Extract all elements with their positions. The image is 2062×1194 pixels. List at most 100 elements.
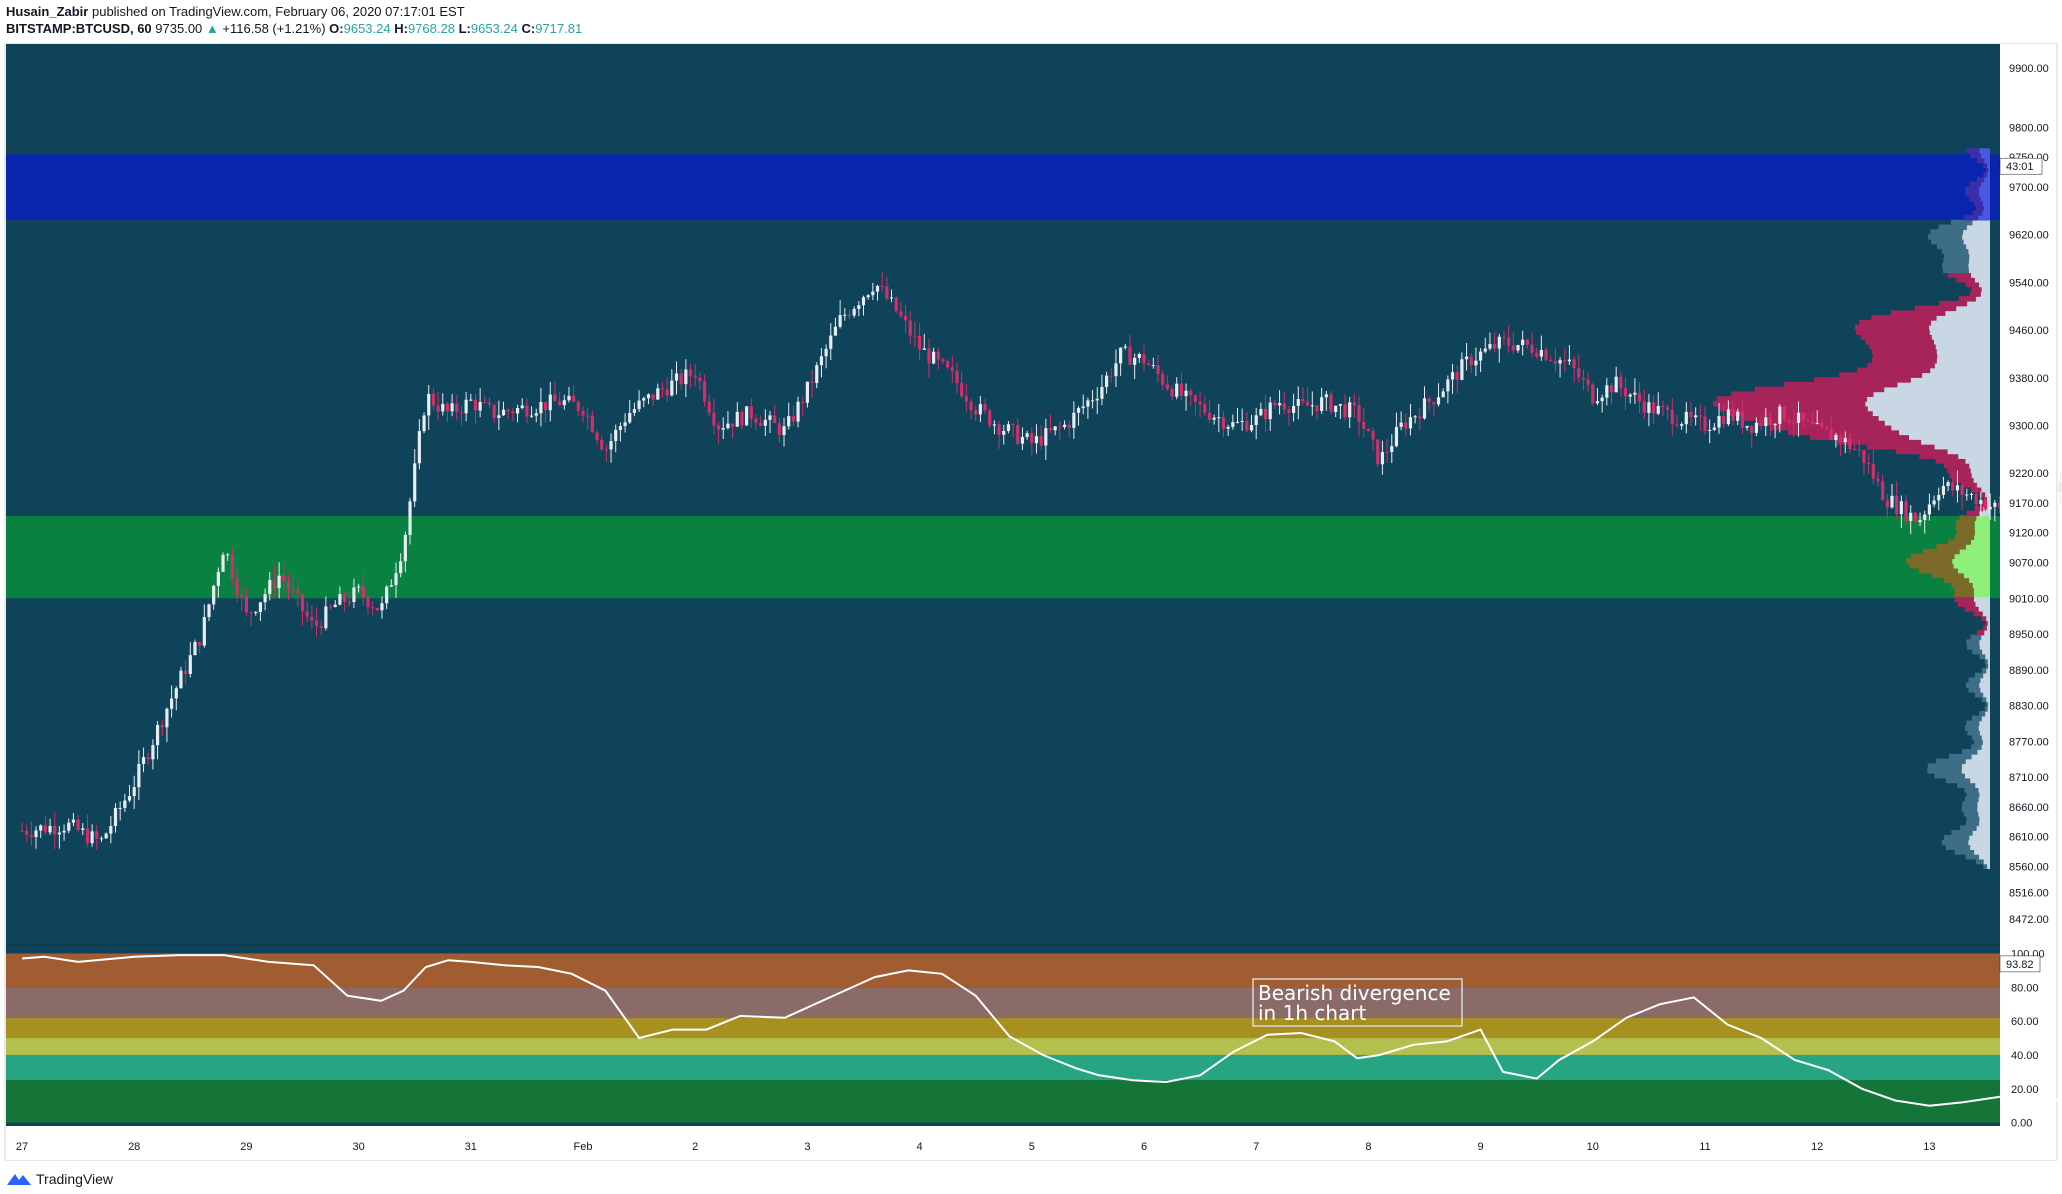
candle <box>1937 487 1941 511</box>
candle <box>604 444 608 462</box>
candle <box>1231 414 1235 430</box>
candle <box>819 347 824 378</box>
candle <box>969 398 973 420</box>
price-tick-label: 8472.00 <box>2009 914 2049 926</box>
symbol-name[interactable]: BITSTAMP:BTCUSD, 60 <box>6 21 152 36</box>
candle <box>688 363 693 388</box>
candle <box>1824 425 1829 430</box>
candle <box>1422 386 1427 420</box>
rsi-tick-label: 20.00 <box>2011 1084 2039 1096</box>
time-tick-label: 28 <box>128 1141 140 1153</box>
candle <box>207 603 211 622</box>
candle <box>1511 332 1515 354</box>
candle <box>1539 335 1543 361</box>
candle <box>431 388 435 411</box>
candle <box>1815 410 1819 425</box>
candle <box>254 611 258 616</box>
publish-date: published on TradingView.com, February 0… <box>91 4 465 19</box>
candle <box>679 368 683 390</box>
price-pane[interactable] <box>6 44 2062 944</box>
candle <box>1273 399 1277 409</box>
candle <box>109 815 113 844</box>
candle <box>1609 382 1614 405</box>
candle <box>146 752 150 765</box>
candle <box>1881 474 1885 501</box>
candle <box>1637 382 1642 414</box>
price-tick-label: 8830.00 <box>2009 701 2049 713</box>
candle <box>352 578 356 608</box>
price-tick-label: 9120.00 <box>2009 528 2049 540</box>
candle <box>95 825 99 851</box>
candle <box>1549 355 1553 362</box>
candle <box>1497 333 1501 363</box>
candle <box>1479 348 1483 373</box>
candle <box>805 381 809 408</box>
time-tick-label: 7 <box>1253 1141 1259 1153</box>
candle <box>595 430 599 445</box>
candle <box>777 418 781 443</box>
candle <box>1955 470 1960 503</box>
candle <box>492 403 496 424</box>
candle <box>188 642 192 678</box>
tradingview-logo-icon <box>7 1174 31 1185</box>
candle <box>1460 352 1464 381</box>
rsi-pane[interactable] <box>6 944 2062 1126</box>
candle <box>1324 390 1328 411</box>
candle <box>1380 440 1385 475</box>
candle <box>151 739 155 770</box>
candle <box>1446 375 1450 404</box>
candle <box>716 421 721 444</box>
candle <box>403 531 407 573</box>
footer-brand[interactable]: TradingView <box>36 1171 114 1187</box>
candle <box>1268 396 1272 431</box>
candle <box>1666 404 1670 421</box>
candle <box>810 369 814 398</box>
candle <box>1282 391 1286 415</box>
candle <box>1076 406 1081 426</box>
axes: 9900.00 9800.00 9 7 5 0.00 9700.00 9620.00 9540.… <box>6 44 2056 1160</box>
candle <box>787 402 791 430</box>
low-label: L: <box>458 21 471 36</box>
candle <box>1366 428 1370 432</box>
candle <box>1642 389 1646 420</box>
candle <box>829 323 833 360</box>
candle <box>581 407 585 423</box>
candle <box>520 398 524 410</box>
candle <box>268 572 272 601</box>
candle <box>1567 345 1572 365</box>
candle <box>1170 385 1174 401</box>
candle <box>1292 393 1296 422</box>
candle <box>726 411 730 430</box>
candle <box>1277 390 1282 415</box>
candle <box>464 391 468 422</box>
price-tick-label: 9800.00 <box>2009 122 2049 134</box>
candle <box>735 402 739 427</box>
candle <box>1703 406 1707 435</box>
close-label: C: <box>521 21 536 36</box>
candle <box>25 824 29 843</box>
candle <box>1011 422 1015 438</box>
candle <box>796 396 800 428</box>
candle <box>932 347 936 365</box>
candle <box>936 347 940 370</box>
candle <box>1792 408 1796 438</box>
candle <box>1778 404 1782 433</box>
candle <box>1352 394 1356 418</box>
candle <box>684 359 688 398</box>
time-tick-label: 27 <box>16 1141 28 1153</box>
candle <box>314 607 319 637</box>
candle <box>399 553 403 578</box>
candle <box>216 567 220 598</box>
divergence-label-line1: Bearish divergence <box>1258 981 1451 1005</box>
candle <box>763 409 767 437</box>
candle <box>674 361 679 395</box>
candle <box>422 412 426 434</box>
candle <box>978 395 982 423</box>
author-name[interactable]: Husain_Zabir <box>6 4 89 19</box>
candle <box>702 374 707 408</box>
candle <box>1623 377 1628 411</box>
rsi-tick-label: 80.00 <box>2011 982 2039 994</box>
candle <box>347 590 351 607</box>
candle <box>1661 400 1665 417</box>
